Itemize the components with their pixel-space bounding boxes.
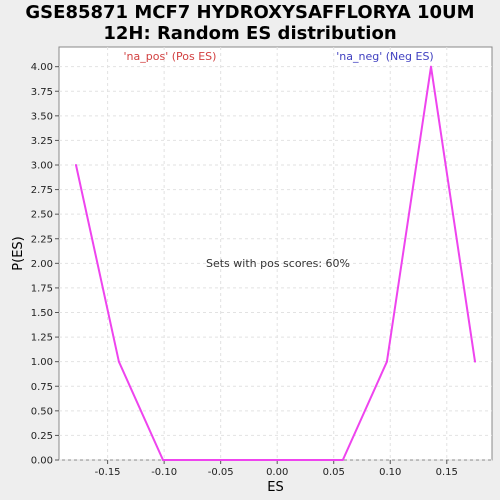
y-tick-label: 1.00 (31, 357, 53, 368)
y-tick-label: 2.75 (31, 185, 53, 196)
pos-score-note: Sets with pos scores: 60% (206, 257, 350, 270)
plot-area (58, 46, 493, 461)
y-tick-label: 3.00 (31, 161, 53, 172)
y-tick-label: 2.25 (31, 234, 53, 245)
y-tick-label: 1.75 (31, 283, 53, 294)
x-tick-label: -0.10 (151, 467, 177, 478)
grid-lines (59, 47, 492, 461)
series-point (429, 65, 432, 68)
chart-title: GSE85871 MCF7 HYDROXYSAFFLORYA 10UM 12H:… (0, 2, 500, 44)
y-axis-title: P(ES) (11, 236, 26, 270)
y-tick-label: 1.25 (31, 333, 53, 344)
series-points (74, 65, 477, 461)
y-tick-label: 3.50 (31, 111, 53, 122)
x-tick-label: 0.00 (266, 467, 288, 478)
y-tick-label: 0.00 (31, 456, 53, 467)
x-tick-label: -0.15 (95, 467, 121, 478)
y-tick-label: 0.25 (31, 431, 53, 442)
series-point (385, 360, 388, 363)
x-tick-label: -0.05 (208, 467, 234, 478)
y-tick-label: 4.00 (31, 62, 53, 73)
series-point (341, 459, 344, 461)
y-tick-label: 1.50 (31, 308, 53, 319)
x-tick-label: 0.15 (436, 467, 458, 478)
series-point (162, 459, 165, 461)
series-point (74, 164, 77, 166)
neg-es-label: 'na_neg' (Neg ES) (336, 50, 433, 63)
chart-title-line-1: GSE85871 MCF7 HYDROXYSAFFLORYA 10UM (25, 2, 475, 23)
x-axis-title: ES (267, 480, 283, 495)
y-tick-label: 0.75 (31, 382, 53, 393)
x-tick-label: 0.10 (379, 467, 401, 478)
y-tick-label: 2.50 (31, 210, 53, 221)
series-point (474, 360, 477, 363)
y-tick-label: 3.25 (31, 136, 53, 147)
axes: 0.00 0.25 0.50 0.75 1.00 1.25 1.50 1.75 2.00 2.25… (31, 62, 458, 478)
x-tick-label: 0.05 (323, 467, 345, 478)
chart-title-line-2: 12H: Random ES distribution (103, 23, 397, 44)
pos-es-label: 'na_pos' (Pos ES) (124, 50, 217, 63)
y-tick-label: 0.50 (31, 406, 53, 417)
series-point (117, 360, 120, 363)
y-tick-label: 2.00 (31, 259, 53, 270)
y-tick-label: 3.75 (31, 87, 53, 98)
